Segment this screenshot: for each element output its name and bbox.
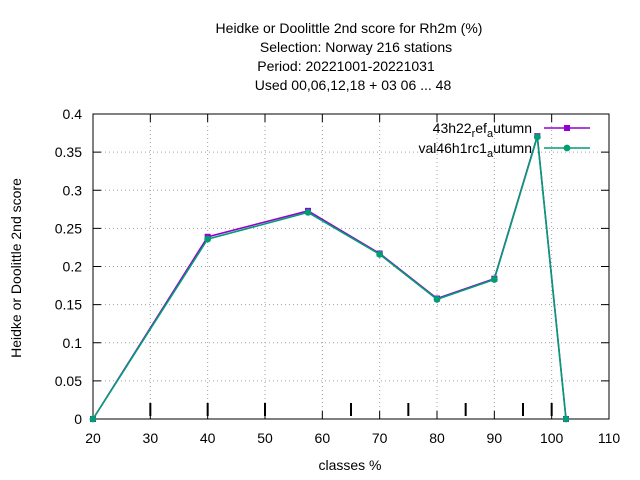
data-point (562, 415, 570, 423)
series-layer (89, 133, 570, 423)
data-point (533, 133, 541, 141)
x-axis-label: classes % (318, 457, 381, 473)
x-tick-label: 40 (200, 430, 216, 446)
x-axis: 20 30 40 50 60 70 80 90 100 110 (85, 114, 620, 446)
y-tick-label: 0.25 (55, 220, 82, 236)
x-tick-label: 90 (487, 430, 503, 446)
plot-frame (92, 113, 610, 420)
y-tick-label: 0.05 (55, 373, 82, 389)
y-tick-label: 0.1 (63, 335, 83, 351)
title-line-4: Used 00,06,12,18 + 03 06 ... 48 (255, 77, 452, 93)
title-line-1: Heidke or Doolittle 2nd score for Rh2m (… (216, 20, 483, 36)
data-point (490, 276, 498, 283)
legend-marker (564, 125, 570, 131)
data-point (304, 208, 312, 216)
legend-label: val46h1rc1autumn (418, 140, 532, 160)
y-axis-label: Heidke or Doolittle 2nd score (8, 178, 24, 358)
legend-marker (563, 144, 571, 152)
x-tick-label: 30 (143, 430, 159, 446)
class-marks (149, 403, 553, 416)
series-2 (89, 133, 570, 423)
data-point (376, 250, 384, 258)
x-tick-label: 70 (372, 430, 388, 446)
x-tick-label: 50 (257, 430, 273, 446)
x-tick-label: 20 (85, 430, 101, 446)
grid (93, 114, 609, 419)
data-point (89, 415, 97, 423)
series-line (92, 136, 567, 420)
x-tick-label: 80 (429, 430, 445, 446)
series-1 (90, 133, 569, 422)
y-axis: 0 0.05 0.1 0.15 0.2 0.25 0.3 0.35 0.4 (55, 106, 609, 427)
x-tick-label: 100 (540, 430, 564, 446)
chart-title: Heidke or Doolittle 2nd score for Rh2m (… (216, 20, 483, 93)
data-point (204, 235, 212, 243)
legend-label: 43h22refautumn (433, 120, 532, 140)
x-tick-label: 60 (315, 430, 331, 446)
y-tick-label: 0.3 (63, 182, 83, 198)
title-line-3: Period: 20221001-20221031 (257, 58, 435, 74)
x-tick-label: 110 (598, 430, 621, 446)
y-tick-label: 0.2 (63, 259, 83, 275)
y-tick-label: 0.35 (55, 144, 82, 160)
title-line-2: Selection: Norway 216 stations (260, 39, 452, 55)
y-tick-label: 0 (74, 411, 82, 427)
y-tick-label: 0.15 (55, 297, 82, 313)
y-tick-label: 0.4 (63, 106, 83, 122)
data-point (433, 295, 441, 303)
